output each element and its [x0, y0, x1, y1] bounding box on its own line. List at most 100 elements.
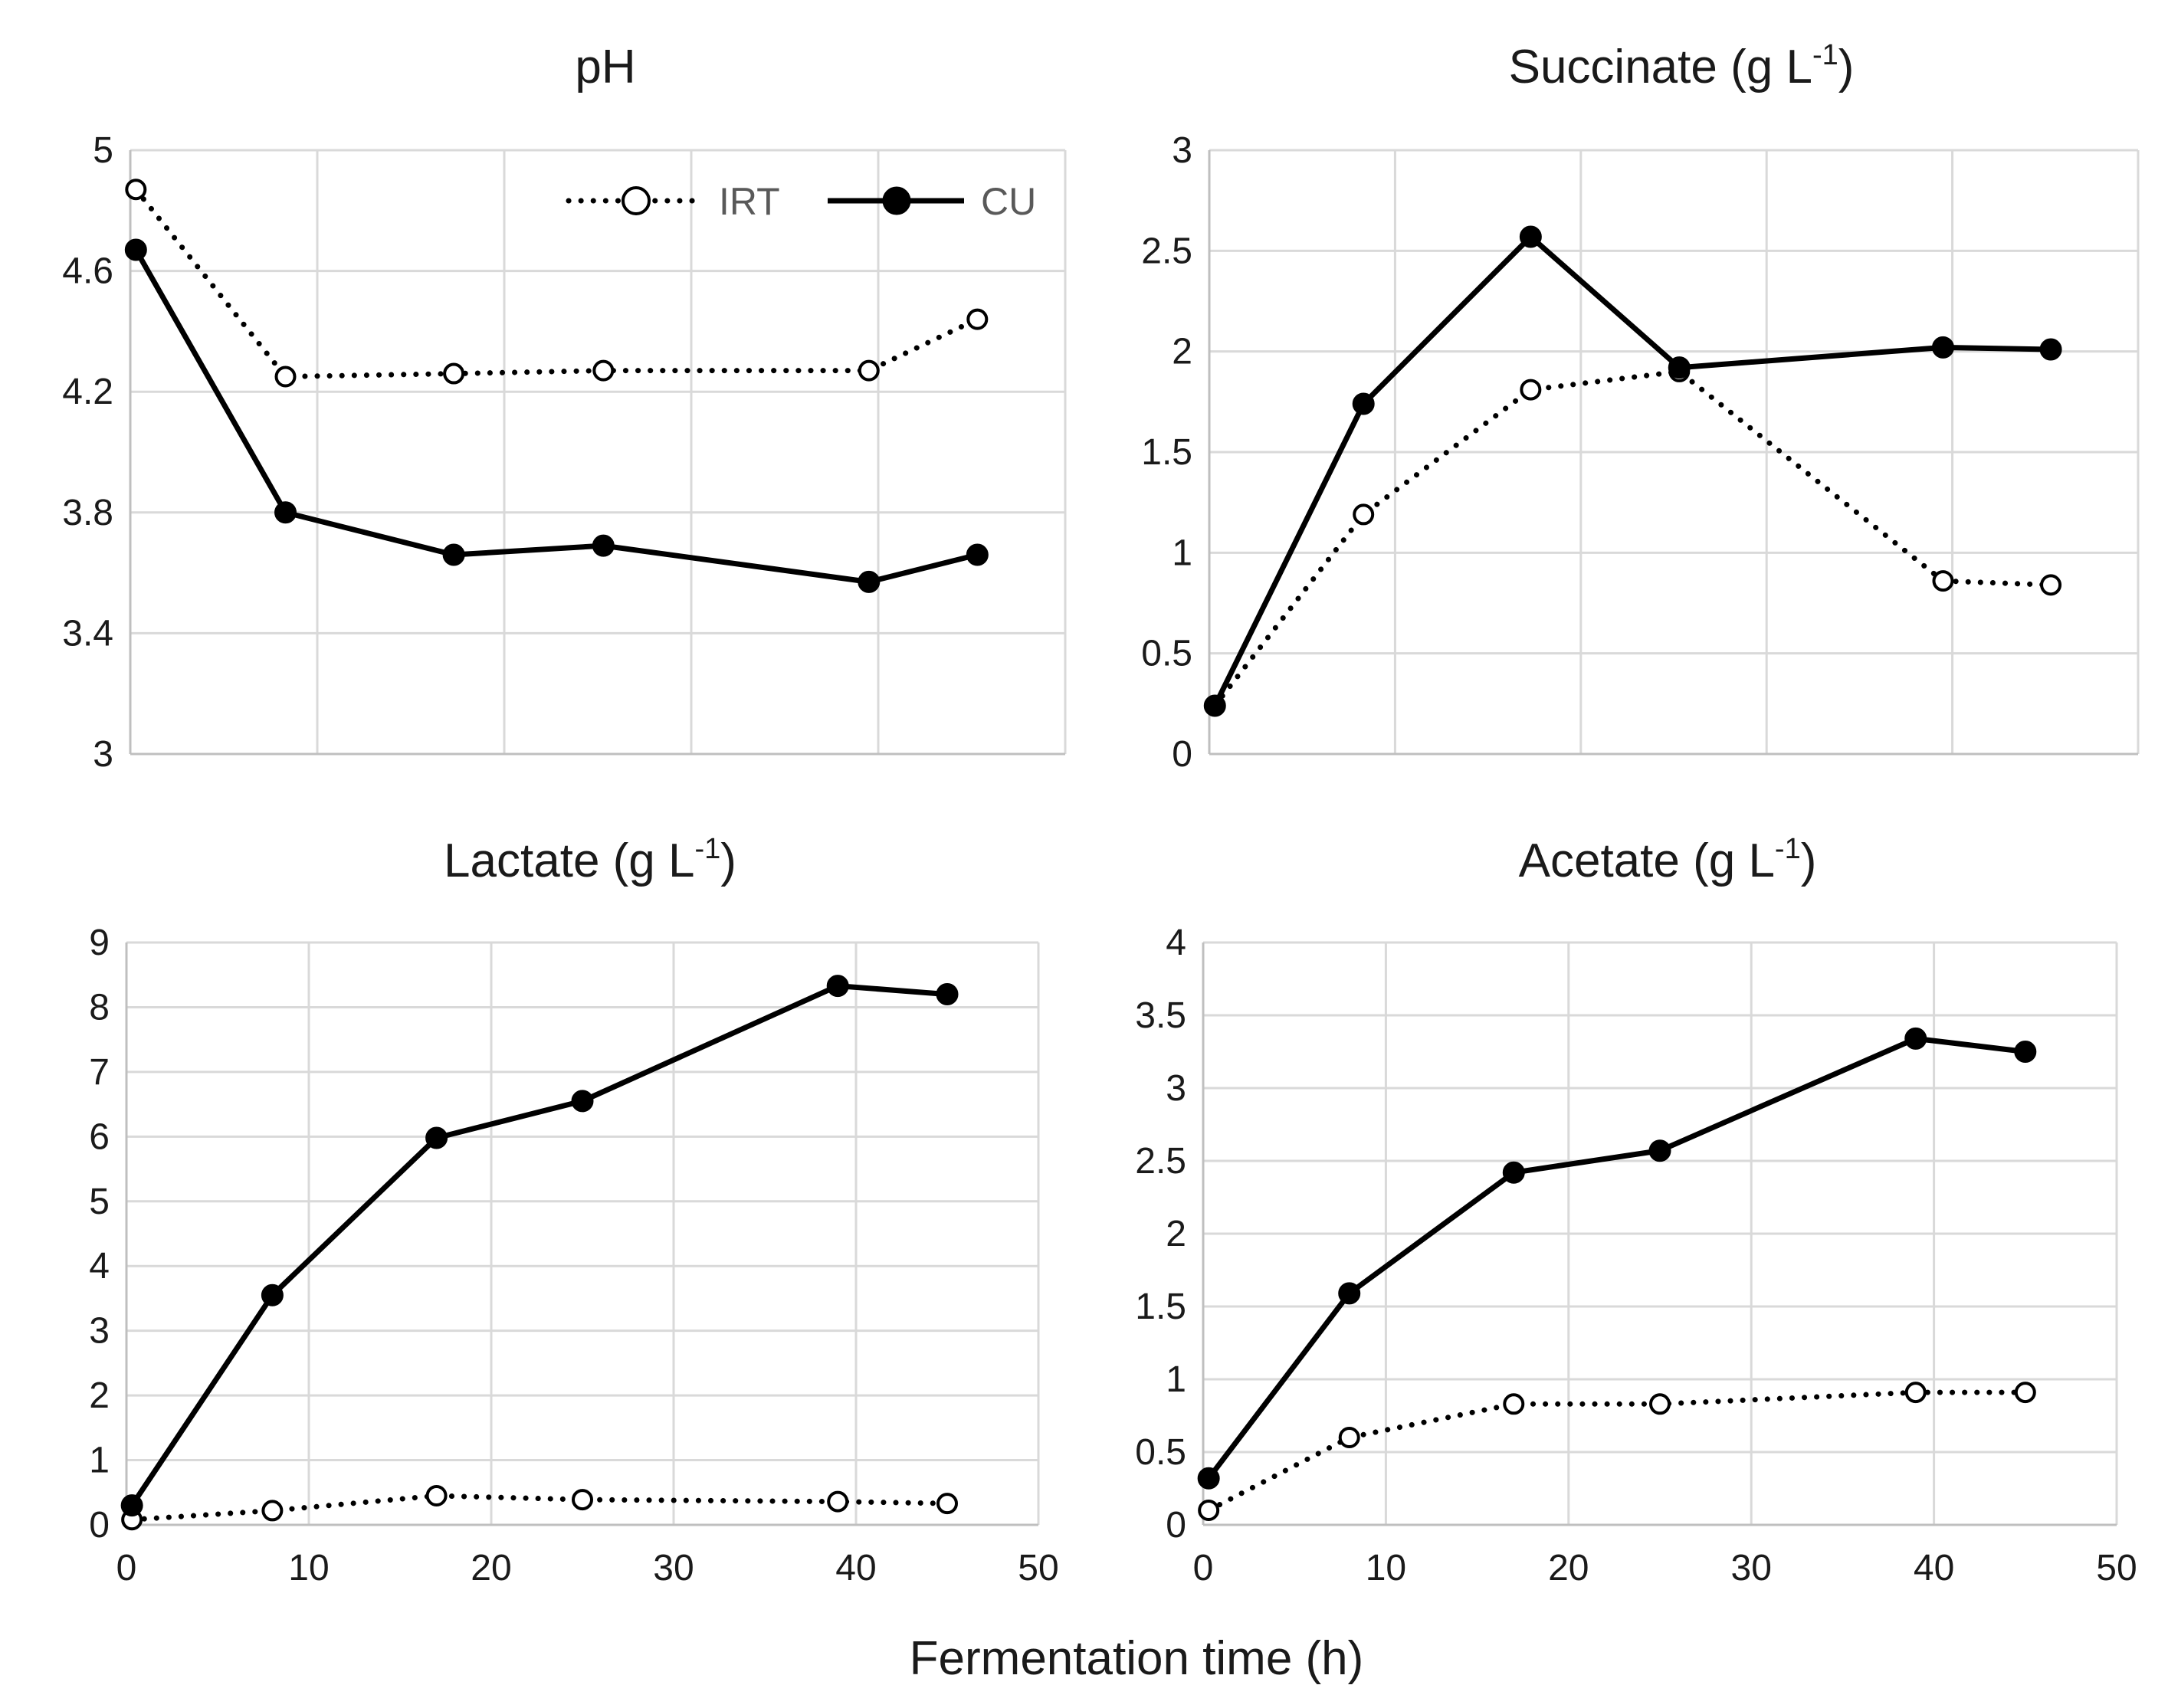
data-point-cu — [2039, 338, 2062, 361]
data-point-cu — [1502, 1161, 1525, 1184]
chart-title-text: Succinate (g L — [1509, 41, 1812, 93]
y-tick-label: 0 — [1172, 734, 1192, 775]
y-tick-label: 7 — [89, 1052, 110, 1093]
chart-ph: 3 3.4 3.8 4.2 4.6 5 pH — [62, 41, 1067, 775]
data-point-cu — [592, 534, 615, 557]
y-tick-label: 1.5 — [1135, 1287, 1186, 1327]
data-point-irt — [966, 308, 989, 330]
chart-title-close: ) — [1838, 41, 1855, 93]
x-tick-label: 20 — [471, 1548, 511, 1588]
legend: IRT CU — [566, 180, 1036, 223]
data-point-irt — [1520, 379, 1542, 401]
data-point-cu — [936, 983, 959, 1006]
series-line-irt — [1212, 369, 2054, 709]
data-point-cu — [1668, 356, 1691, 379]
data-point-irt — [1932, 570, 1954, 592]
chart-title: Succinate (g L-1) — [1509, 39, 1855, 93]
chart-lactate: 0 1 2 3 4 5 6 7 8 9 0 10 20 30 40 50 Lactate (g L-1) — [89, 833, 1058, 1588]
series-line-cu — [1206, 1035, 2026, 1480]
chart-title-close: ) — [1801, 834, 1817, 887]
data-point-irt — [2040, 574, 2062, 596]
series-line-irt — [133, 186, 980, 380]
data-point-cu — [1197, 1467, 1220, 1490]
y-tick-label: 3.5 — [1135, 995, 1186, 1036]
data-point-cu — [442, 543, 465, 566]
x-tick-label: 50 — [1018, 1548, 1058, 1588]
y-tick-label: 5 — [93, 130, 113, 171]
legend-marker-irt — [622, 186, 651, 215]
x-tick-label: 10 — [288, 1548, 329, 1588]
data-point-irt — [125, 179, 147, 201]
data-point-irt — [572, 1489, 593, 1511]
data-point-irt — [592, 359, 615, 382]
y-tick-label: 2 — [1172, 332, 1192, 372]
chart-title-text: Lactate (g L — [444, 834, 694, 887]
y-tick-label: 0.5 — [1141, 634, 1192, 674]
data-point-irt — [1503, 1393, 1525, 1415]
y-tick-label: 6 — [89, 1116, 110, 1157]
data-point-irt — [274, 366, 297, 388]
x-tick-label: 20 — [1548, 1548, 1589, 1588]
y-tick-label: 1 — [89, 1441, 110, 1481]
y-tick-label: 0 — [89, 1505, 110, 1546]
y-tick-label: 3.4 — [62, 613, 113, 654]
legend-marker-cu — [882, 186, 911, 215]
x-tick-label: 40 — [1914, 1548, 1954, 1588]
chart-title-superscript: -1 — [694, 833, 720, 865]
chart-title: Lactate (g L-1) — [444, 833, 736, 887]
data-point-cu — [571, 1090, 594, 1113]
data-point-cu — [966, 543, 989, 566]
chart-title-close: ) — [720, 834, 736, 887]
data-point-cu — [1648, 1139, 1671, 1162]
data-point-irt — [1353, 503, 1375, 526]
y-tick-label: 4.2 — [62, 372, 113, 412]
y-tick-label: 3 — [1172, 130, 1192, 171]
data-point-irt — [936, 1493, 958, 1515]
series-line-cu — [130, 983, 948, 1507]
y-tick-label: 2.5 — [1141, 231, 1192, 271]
data-point-cu — [2014, 1041, 2037, 1063]
chart-title-text: Acetate (g L — [1519, 834, 1775, 887]
data-point-cu — [858, 570, 881, 593]
data-point-irt — [827, 1490, 849, 1513]
x-tick-label: 10 — [1366, 1548, 1406, 1588]
legend-label-cu: CU — [981, 180, 1036, 223]
data-point-cu — [826, 975, 849, 998]
y-tick-label: 9 — [89, 923, 110, 963]
data-point-cu — [120, 1494, 143, 1517]
data-point-cu — [1904, 1027, 1927, 1050]
chart-title: Acetate (g L-1) — [1519, 833, 1817, 887]
series-line-cu — [133, 248, 979, 585]
data-point-cu — [1931, 336, 1954, 359]
x-tick-label: 30 — [1731, 1548, 1772, 1588]
data-point-irt — [425, 1485, 448, 1506]
data-point-cu — [1352, 392, 1375, 415]
chart-title: pH — [575, 41, 635, 93]
data-point-irt — [261, 1500, 284, 1522]
data-point-cu — [1338, 1282, 1361, 1305]
y-tick-label: 3.8 — [62, 493, 113, 533]
y-tick-label: 5 — [89, 1182, 110, 1222]
y-tick-label: 3 — [89, 1311, 110, 1352]
chart-title-superscript: -1 — [1775, 833, 1801, 865]
chart-title-superscript: -1 — [1812, 39, 1838, 71]
x-axis-label: Fermentation time (h) — [910, 1632, 1364, 1685]
y-tick-label: 3 — [93, 734, 113, 775]
data-point-cu — [425, 1126, 448, 1149]
series-line-cu — [1212, 234, 2052, 707]
y-tick-label: 1.5 — [1141, 432, 1192, 473]
chart-panels: 3 3.4 3.8 4.2 4.6 5 pH 0 0.5 1 1.5 2 2.5 3 Succinate (… — [62, 39, 2140, 1588]
data-point-cu — [261, 1283, 284, 1306]
data-point-irt — [443, 362, 465, 385]
y-tick-label: 4 — [89, 1246, 110, 1287]
x-tick-label: 50 — [2096, 1548, 2137, 1588]
data-point-irt — [1904, 1382, 1927, 1404]
y-tick-label: 2 — [89, 1375, 110, 1416]
y-tick-label: 2.5 — [1135, 1141, 1186, 1182]
x-tick-label: 40 — [835, 1548, 876, 1588]
data-point-cu — [1203, 694, 1226, 717]
x-tick-label: 0 — [1193, 1548, 1214, 1588]
data-point-cu — [124, 238, 147, 261]
data-point-irt — [858, 359, 880, 382]
